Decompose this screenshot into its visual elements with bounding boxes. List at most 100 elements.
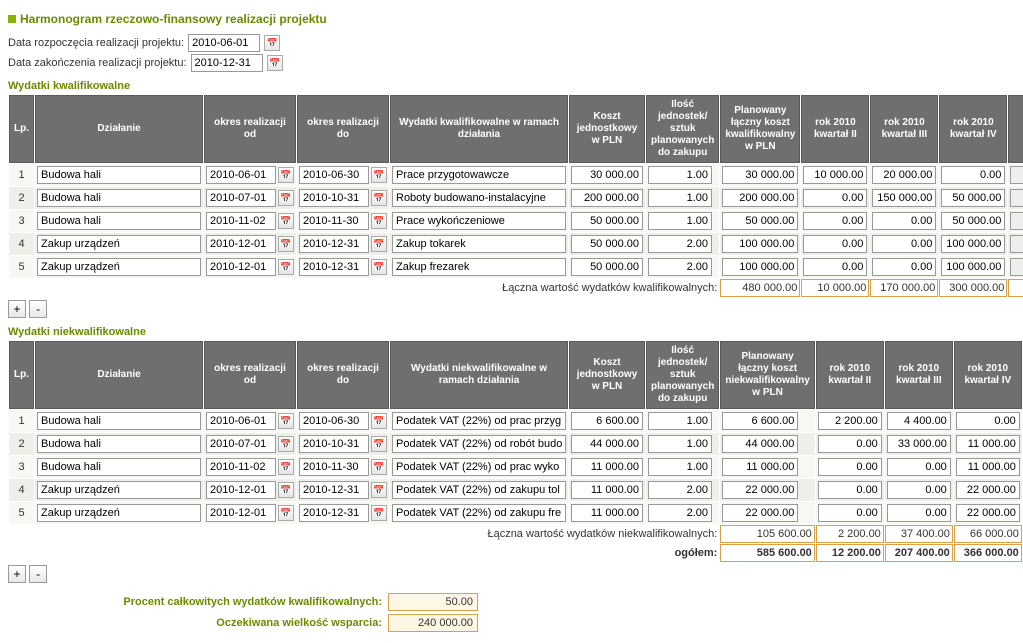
ilosc-input[interactable]: [648, 435, 712, 453]
wydatki-input[interactable]: [392, 504, 566, 522]
kwartal4-input[interactable]: [956, 435, 1020, 453]
okres-do-input[interactable]: [299, 212, 369, 230]
dzialanie-input[interactable]: [37, 504, 201, 522]
ilosc-input[interactable]: [648, 504, 712, 522]
calendar-icon[interactable]: 📅: [278, 505, 294, 521]
plan-koszt-input[interactable]: [722, 458, 798, 476]
okres-od-input[interactable]: [206, 504, 276, 522]
kwartal2-input[interactable]: [803, 258, 867, 276]
kwartal3-input[interactable]: [887, 435, 951, 453]
okres-do-input[interactable]: [299, 258, 369, 276]
okres-do-input[interactable]: [299, 458, 369, 476]
end-date-input[interactable]: [191, 54, 263, 72]
koszt-jedn-input[interactable]: [571, 504, 643, 522]
okres-do-input[interactable]: [299, 504, 369, 522]
kwartal4-input[interactable]: [941, 189, 1005, 207]
dzialanie-input[interactable]: [37, 458, 201, 476]
kwartal4-input[interactable]: [956, 458, 1020, 476]
dzialanie-input[interactable]: [37, 189, 201, 207]
wydatki-input[interactable]: [392, 481, 566, 499]
kwartal2-input[interactable]: [818, 412, 882, 430]
kwartal4-input[interactable]: [956, 504, 1020, 522]
plan-koszt-input[interactable]: [722, 258, 798, 276]
dzialanie-input[interactable]: [37, 412, 201, 430]
koszt-jedn-input[interactable]: [571, 435, 643, 453]
dzialanie-input[interactable]: [37, 258, 201, 276]
okres-od-input[interactable]: [206, 412, 276, 430]
okres-od-input[interactable]: [206, 212, 276, 230]
okres-od-input[interactable]: [206, 235, 276, 253]
okres-do-input[interactable]: [299, 235, 369, 253]
kwartal3-input[interactable]: [887, 504, 951, 522]
calendar-icon[interactable]: 📅: [371, 482, 387, 498]
kwartal4-input[interactable]: [941, 212, 1005, 230]
kwartal4-input[interactable]: [941, 166, 1005, 184]
kwartal2-input[interactable]: [803, 235, 867, 253]
kwartal3-input[interactable]: [872, 212, 936, 230]
calendar-icon[interactable]: 📅: [371, 190, 387, 206]
okres-od-input[interactable]: [206, 166, 276, 184]
calendar-icon[interactable]: 📅: [267, 55, 283, 71]
plan-koszt-input[interactable]: [722, 212, 798, 230]
okres-do-input[interactable]: [299, 481, 369, 499]
dzialanie-input[interactable]: [37, 166, 201, 184]
wydatki-input[interactable]: [392, 258, 566, 276]
kwartal3-input[interactable]: [887, 412, 951, 430]
add-row-button[interactable]: +: [8, 565, 26, 583]
ilosc-input[interactable]: [648, 481, 712, 499]
start-date-input[interactable]: [188, 34, 260, 52]
plan-koszt-input[interactable]: [722, 504, 798, 522]
plan-koszt-input[interactable]: [722, 166, 798, 184]
okres-do-input[interactable]: [299, 189, 369, 207]
calendar-icon[interactable]: 📅: [371, 505, 387, 521]
kwartal2-input[interactable]: [818, 458, 882, 476]
dzialanie-input[interactable]: [37, 481, 201, 499]
kwartal3-input[interactable]: [872, 258, 936, 276]
ilosc-input[interactable]: [648, 189, 712, 207]
okres-od-input[interactable]: [206, 258, 276, 276]
calendar-icon[interactable]: 📅: [278, 259, 294, 275]
calendar-icon[interactable]: 📅: [371, 236, 387, 252]
calendar-icon[interactable]: 📅: [278, 413, 294, 429]
okres-do-input[interactable]: [299, 166, 369, 184]
plan-koszt-input[interactable]: [722, 481, 798, 499]
okres-do-input[interactable]: [299, 435, 369, 453]
wydatki-input[interactable]: [392, 412, 566, 430]
ilosc-input[interactable]: [648, 235, 712, 253]
kwartal3-input[interactable]: [872, 235, 936, 253]
dzialanie-input[interactable]: [37, 435, 201, 453]
kwartal4-input[interactable]: [941, 258, 1005, 276]
okres-od-input[interactable]: [206, 458, 276, 476]
calendar-icon[interactable]: 📅: [371, 167, 387, 183]
calendar-icon[interactable]: 📅: [278, 459, 294, 475]
koszt-jedn-input[interactable]: [571, 412, 643, 430]
okres-od-input[interactable]: [206, 481, 276, 499]
calendar-icon[interactable]: 📅: [371, 413, 387, 429]
calendar-icon[interactable]: 📅: [278, 190, 294, 206]
okres-od-input[interactable]: [206, 435, 276, 453]
calendar-icon[interactable]: 📅: [371, 459, 387, 475]
plan-koszt-input[interactable]: [722, 235, 798, 253]
ilosc-input[interactable]: [648, 458, 712, 476]
plan-koszt-input[interactable]: [722, 412, 798, 430]
calendar-icon[interactable]: 📅: [278, 482, 294, 498]
wydatki-input[interactable]: [392, 212, 566, 230]
kwartal2-input[interactable]: [803, 166, 867, 184]
koszt-jedn-input[interactable]: [571, 458, 643, 476]
wydatki-input[interactable]: [392, 235, 566, 253]
calendar-icon[interactable]: 📅: [278, 236, 294, 252]
ilosc-input[interactable]: [648, 166, 712, 184]
kwartal2-input[interactable]: [803, 212, 867, 230]
plan-koszt-input[interactable]: [722, 189, 798, 207]
koszt-jedn-input[interactable]: [571, 481, 643, 499]
add-row-button[interactable]: +: [8, 300, 26, 318]
kwartal2-input[interactable]: [818, 435, 882, 453]
calendar-icon[interactable]: 📅: [278, 436, 294, 452]
ilosc-input[interactable]: [648, 258, 712, 276]
kwartal3-input[interactable]: [872, 189, 936, 207]
ilosc-input[interactable]: [648, 412, 712, 430]
calendar-icon[interactable]: 📅: [278, 167, 294, 183]
koszt-jedn-input[interactable]: [571, 189, 643, 207]
kwartal3-input[interactable]: [872, 166, 936, 184]
koszt-jedn-input[interactable]: [571, 258, 643, 276]
